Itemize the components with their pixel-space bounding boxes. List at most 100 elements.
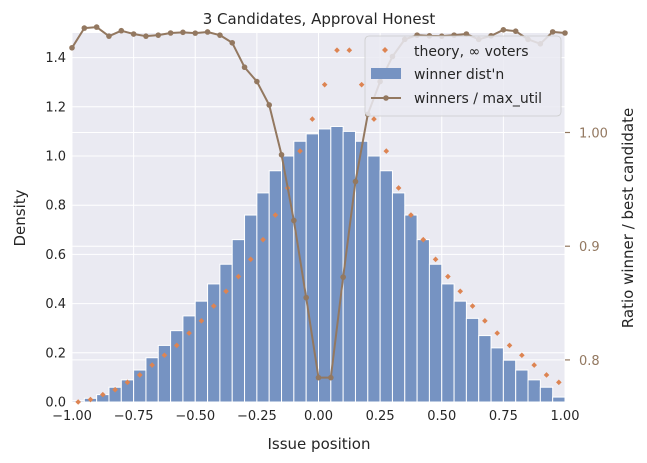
- theory-points: [75, 47, 562, 405]
- histogram-bar: [515, 369, 529, 403]
- histogram-bar: [441, 283, 455, 403]
- y2-tick-label: 0.8: [579, 354, 600, 369]
- histogram-bar: [207, 283, 221, 403]
- histogram-bar: [182, 315, 196, 403]
- chart-title: 3 Candidates, Approval Honest: [203, 10, 436, 28]
- histogram-bar: [404, 214, 418, 403]
- histogram-bar: [268, 170, 283, 403]
- legend-line-marker: [383, 95, 389, 101]
- theory-point: [395, 185, 402, 191]
- ratio-point: [229, 39, 236, 46]
- y2-tick-label: 0.9: [579, 240, 600, 255]
- ratio-point: [106, 33, 112, 39]
- theory-point: [173, 342, 180, 349]
- ratio-point: [278, 151, 285, 158]
- histogram-bar: [453, 300, 467, 403]
- x-tick-label: 0.00: [304, 409, 333, 424]
- ratio-point: [328, 374, 334, 381]
- theory-point: [383, 148, 390, 154]
- y2-tick-labels: 0.8 0.9 1.00: [565, 126, 608, 369]
- ratio-point: [204, 29, 211, 35]
- theory-point: [334, 47, 340, 54]
- ratio-point: [93, 24, 100, 30]
- y-tick-label: 0.0: [45, 396, 66, 411]
- legend-box: [364, 35, 562, 117]
- legend-bar-swatch: [371, 68, 401, 79]
- x-tick-label: 1.00: [551, 409, 580, 424]
- theory-point: [75, 399, 81, 405]
- histogram-bar: [478, 335, 492, 403]
- theory-point: [247, 256, 254, 263]
- ratio-point: [118, 27, 125, 34]
- theory-point: [321, 81, 328, 88]
- legend-line-label: winners / max_util: [414, 91, 542, 107]
- y-tick-label: 1.2: [45, 100, 66, 115]
- theory-point: [161, 352, 168, 359]
- x-tick-label: −0.75: [114, 409, 154, 424]
- histogram-bar: [391, 192, 406, 403]
- theory-point: [136, 372, 143, 378]
- x-tick-label: 0.50: [427, 409, 456, 424]
- y-tick-label: 0.4: [45, 297, 66, 312]
- ratio-point: [291, 217, 297, 224]
- theory-point: [432, 256, 439, 263]
- ratio-point: [340, 274, 346, 280]
- theory-point: [297, 148, 303, 154]
- theory-point: [506, 342, 513, 349]
- theory-point: [469, 303, 476, 309]
- histogram-bar: [502, 359, 517, 403]
- theory-point: [346, 47, 353, 54]
- y-tick-label: 0.6: [45, 248, 66, 263]
- ratio-point: [69, 44, 75, 51]
- theory-point: [445, 273, 451, 280]
- y2-tick-label: 1.00: [579, 126, 608, 141]
- theory-point: [531, 362, 537, 368]
- theory-point: [235, 273, 242, 280]
- theory-point: [186, 330, 192, 336]
- theory-point: [260, 236, 266, 243]
- x-axis-label: Issue position: [268, 435, 371, 453]
- y-tick-label: 0.2: [45, 346, 66, 361]
- theory-point: [358, 81, 365, 88]
- y-tick-label: 1.4: [45, 51, 66, 66]
- theory-point: [519, 352, 525, 359]
- histogram-bar: [231, 239, 246, 403]
- theory-point: [112, 386, 118, 393]
- theory-point: [198, 318, 205, 324]
- histogram-bar: [490, 347, 504, 403]
- theory-point: [124, 379, 131, 386]
- theory-point: [556, 379, 562, 386]
- ratio-point: [549, 29, 556, 35]
- theory-point: [408, 212, 414, 218]
- ratio-point: [512, 28, 519, 34]
- theory-point: [309, 116, 316, 122]
- theory-point: [371, 116, 377, 122]
- ratio-point: [130, 31, 137, 37]
- histogram-bar: [194, 300, 209, 403]
- histogram-bar: [293, 140, 307, 403]
- x-tick-labels: −1.00 −0.75 −0.50 −0.25 0.00 0.25 0.50 0.75 1.00: [52, 409, 579, 424]
- ratio-point: [81, 25, 88, 31]
- ratio-point: [167, 30, 174, 36]
- histogram-bar: [552, 396, 566, 403]
- theory-point: [420, 236, 427, 243]
- histogram-bar: [527, 379, 541, 403]
- theory-point: [457, 288, 464, 295]
- theory-point: [482, 318, 488, 324]
- ratio-point: [500, 27, 507, 33]
- ratio-point: [463, 31, 470, 37]
- histogram-bar: [379, 170, 393, 403]
- histogram-bar: [416, 239, 430, 403]
- histogram-bar: [170, 330, 184, 403]
- ratio-point: [266, 102, 273, 108]
- x-tick-label: −0.25: [237, 409, 277, 424]
- theory-point: [494, 330, 501, 336]
- histogram-bar: [256, 192, 270, 403]
- ratio-point: [303, 294, 309, 301]
- ratio-point: [254, 78, 260, 85]
- histogram-bar: [219, 263, 233, 403]
- theory-point: [87, 396, 94, 403]
- y-tick-label: 0.8: [45, 199, 66, 214]
- theory-point: [272, 212, 279, 218]
